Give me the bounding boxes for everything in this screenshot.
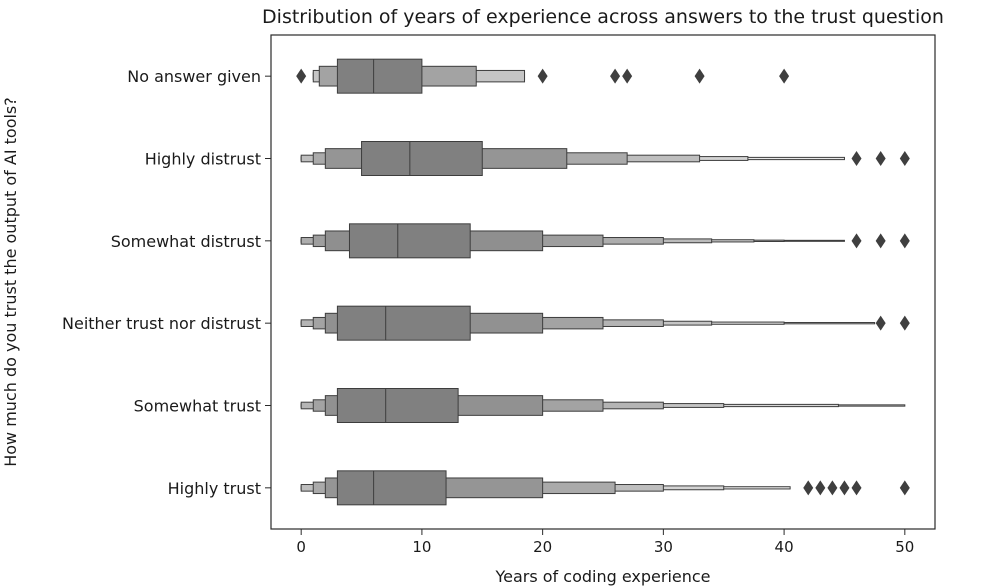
- y-tick-label-0: No answer given: [127, 67, 261, 86]
- series-0-outlier-4: [694, 68, 705, 84]
- series-0-outlier-2: [610, 68, 621, 84]
- series-3-level-0: [336, 305, 471, 341]
- y-tick-label-4: Somewhat trust: [134, 397, 261, 416]
- x-tick-label-4: 40: [775, 538, 794, 556]
- series-1-outlier-0: [851, 151, 862, 166]
- y-tick-label-3: Neither trust nor distrust: [62, 314, 261, 333]
- series-1-level-0: [361, 141, 483, 176]
- x-tick-label-3: 30: [654, 538, 673, 556]
- series-2-outlier-1: [875, 233, 886, 249]
- chart-title: Distribution of years of experience acro…: [262, 6, 944, 28]
- series-5-outlier-0: [803, 480, 814, 496]
- series-4: [300, 388, 906, 423]
- x-axis: 0 10 20 30 40 50: [296, 529, 914, 556]
- y-tick-label-5: Highly trust: [168, 479, 261, 498]
- series-0-level-0: [336, 58, 423, 94]
- series-5: [300, 470, 910, 506]
- x-tick-label-1: 10: [412, 538, 431, 556]
- series-3-outlier-1: [899, 315, 910, 331]
- series-0-outlier-1: [537, 68, 548, 84]
- series-5-outlier-1: [815, 480, 826, 496]
- series-2-level-0: [348, 223, 471, 259]
- series-2: [300, 223, 910, 259]
- x-tick-label-0: 0: [296, 538, 306, 556]
- series-3: [300, 305, 910, 341]
- x-tick-label-5: 50: [895, 538, 914, 556]
- series-5-outlier-4: [851, 480, 862, 496]
- series-5-outlier-5: [899, 480, 910, 496]
- y-tick-label-2: Somewhat distrust: [111, 232, 261, 251]
- x-axis-label: Years of coding experience: [494, 567, 710, 586]
- y-axis-label: How much do you trust the output of AI t…: [1, 97, 20, 467]
- y-axis: No answer given Highly distrust Somewhat d…: [62, 67, 271, 498]
- series-0-outlier-3: [622, 68, 633, 84]
- series-5-level-0: [336, 470, 447, 506]
- series-5-outlier-3: [839, 480, 850, 496]
- series-4-level-0: [336, 388, 459, 423]
- series-0: [296, 58, 790, 94]
- series-1: [300, 141, 910, 176]
- y-tick-label-1: Highly distrust: [145, 150, 261, 169]
- series-5-outlier-2: [827, 480, 838, 496]
- series-0-outlier-0: [296, 68, 307, 84]
- series-2-outlier-2: [899, 233, 910, 249]
- series-0-outlier-5: [779, 68, 790, 84]
- series-1-outlier-1: [875, 151, 886, 166]
- x-tick-label-2: 20: [533, 538, 552, 556]
- series-1-outlier-2: [899, 151, 910, 166]
- series-3-outlier-0: [875, 315, 886, 331]
- series-2-outlier-0: [851, 233, 862, 249]
- plot-area: [296, 58, 910, 506]
- plot-frame: [270, 34, 936, 530]
